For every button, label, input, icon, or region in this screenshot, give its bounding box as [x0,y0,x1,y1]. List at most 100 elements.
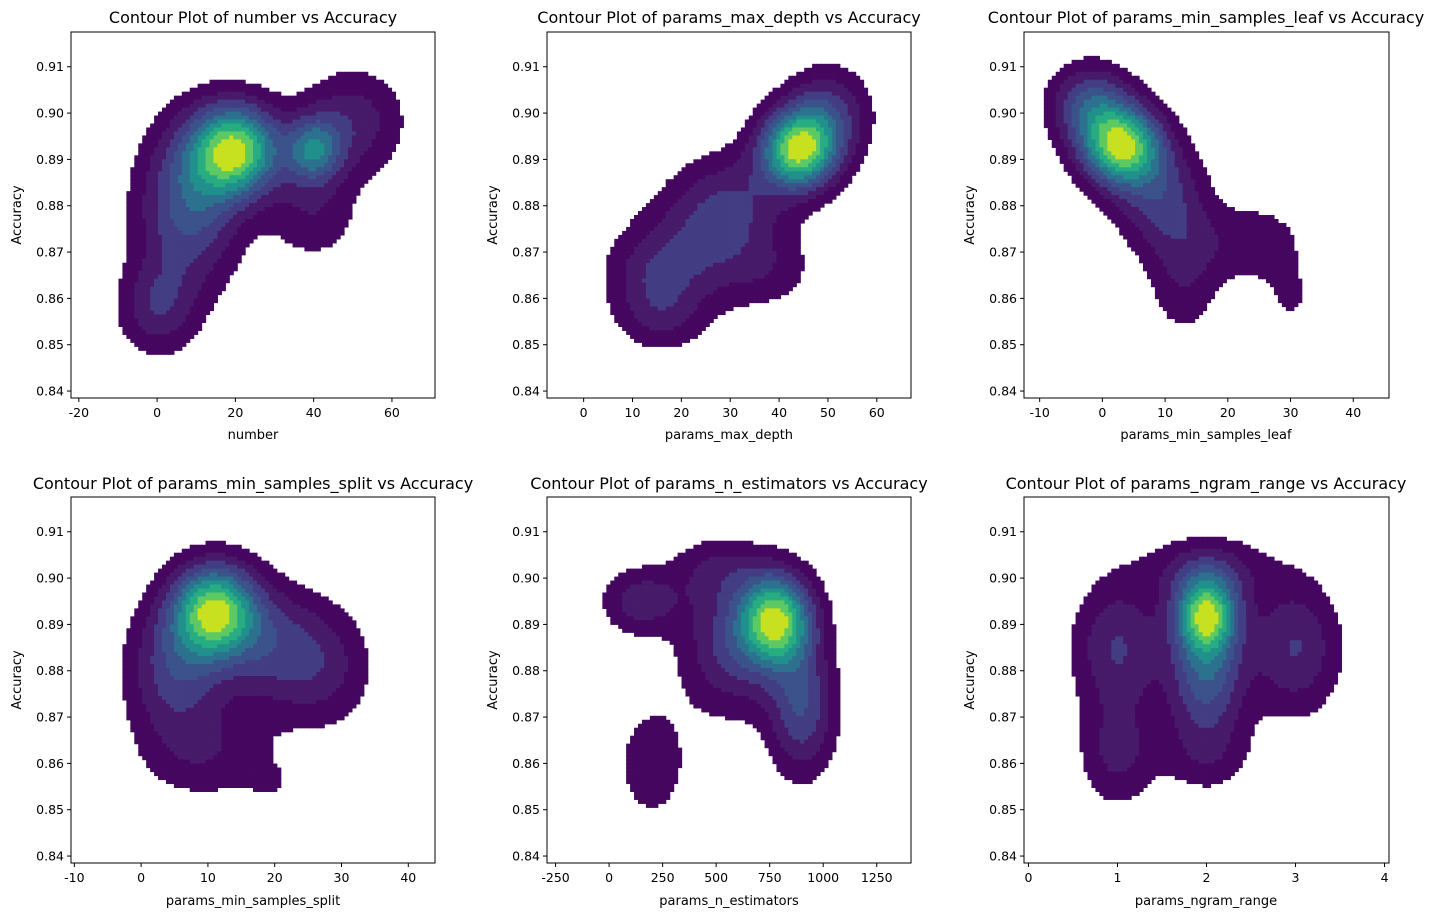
density-cell [177,171,183,176]
density-cell [312,123,317,129]
density-cell [697,159,702,164]
density-cell [237,207,242,212]
density-cell [772,254,778,260]
density-cell [316,123,321,129]
density-cell [740,163,746,168]
density-cell [665,246,671,252]
density-cell [764,127,770,133]
density-cell [363,119,369,125]
density-cell [324,207,329,212]
density-cell [201,226,207,232]
density-cell [229,179,234,184]
density-cell [260,115,266,121]
density-cell [839,163,845,168]
density-cell [256,119,262,125]
density-cell [697,179,702,184]
density-cell [122,330,127,335]
density-cell [784,262,789,268]
density-cell [328,167,333,172]
density-cell [280,151,286,156]
density-cell [764,111,770,117]
density-cell [681,187,687,192]
density-cell [328,234,333,240]
density-cell [701,159,706,164]
density-cell [213,286,218,292]
density-cell [221,211,226,216]
density-cell [217,254,222,260]
density-cell [772,234,778,240]
density-cell [249,230,254,236]
density-cell [245,230,250,236]
density-cell [272,179,278,184]
density-cell [253,83,258,89]
density-cell [213,79,218,85]
density-cell [768,119,774,125]
density-cell [740,207,746,212]
density-cell [772,91,778,97]
density-cell [150,155,155,160]
density-cell [142,215,147,220]
density-cell [839,123,845,129]
density-cell [729,163,734,168]
density-cell [118,314,124,320]
density-cell [812,135,817,141]
density-cell [618,262,623,268]
density-cell [630,254,635,260]
density-cell [201,234,207,240]
density-cell [669,211,675,216]
density-cell [193,155,199,160]
density-cell [780,254,785,260]
density-cell [665,262,671,268]
density-cell [134,246,139,252]
density-cell [320,195,325,200]
density-cell [197,254,203,260]
density-cell [800,258,805,264]
density-cell [788,103,793,109]
density-cell [185,131,191,137]
density-cell [138,266,143,272]
density-cell [177,207,183,212]
density-cell [185,330,191,335]
density-cell [304,119,309,125]
density-cell [725,222,730,228]
density-cell [379,155,385,160]
density-cell [697,262,702,268]
density-cell [316,107,321,113]
density-cell [768,191,774,196]
density-cell [701,171,706,176]
density-cell [134,338,139,343]
density-cell [217,195,222,200]
density-cell [768,238,774,244]
density-cell [134,278,139,284]
density-cell [272,91,278,97]
density-cell [150,330,155,335]
density-cell [284,183,290,188]
density-cell [130,258,135,264]
density-cell [685,222,691,228]
density-cell [209,207,215,212]
density-cell [847,95,853,101]
density-cell [336,211,341,216]
density-cell [681,222,687,228]
density-cell [792,191,797,196]
density-cell [154,270,159,276]
density-cell [764,238,770,244]
density-cell [229,215,234,220]
density-cell [173,95,179,101]
density-cell [177,131,183,137]
density-cell [843,163,849,168]
density-cell [288,171,294,176]
density-cell [375,87,381,93]
density-cell [173,211,179,216]
density-cell [780,111,785,117]
density-cell [249,167,254,172]
density-cell [351,115,357,121]
density-cell [340,107,345,113]
density-cell [213,211,218,216]
density-cell [788,147,793,152]
density-cell [661,258,667,264]
density-cell [185,282,191,288]
density-cell [606,262,611,268]
density-cell [276,230,282,236]
density-cell [154,226,159,232]
